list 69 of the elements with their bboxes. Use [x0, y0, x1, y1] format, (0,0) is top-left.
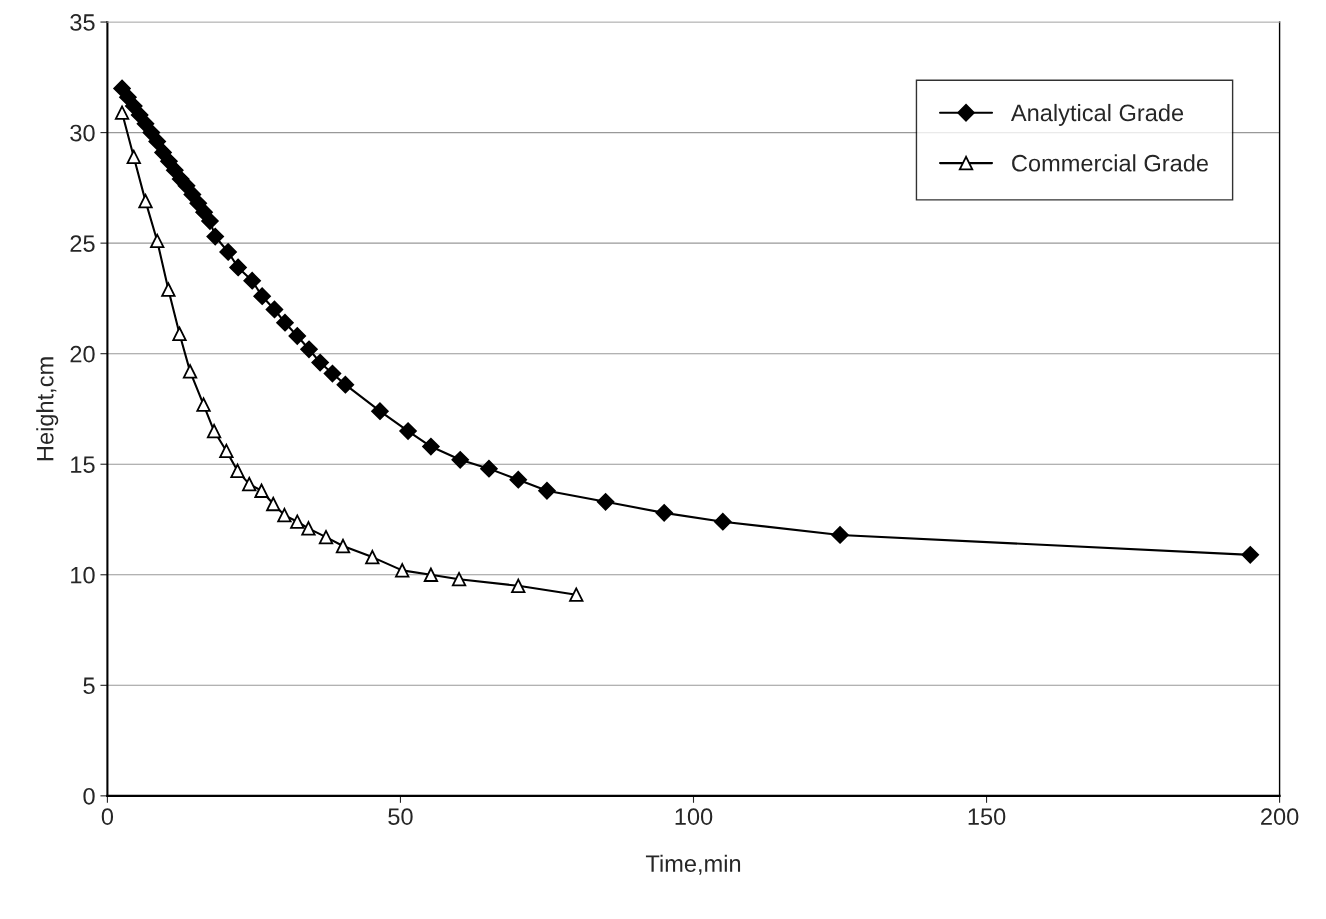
- x-tick-label: 50: [388, 808, 413, 825]
- point: [714, 512, 732, 531]
- point: [511, 578, 526, 593]
- point: [172, 326, 187, 341]
- point: [150, 233, 165, 249]
- y-axis-title: Height,cm: [36, 357, 59, 461]
- point: [451, 572, 467, 587]
- point: [254, 483, 269, 498]
- point: [318, 530, 334, 545]
- y-tick-label: 10: [71, 566, 95, 584]
- point: [335, 538, 351, 554]
- point: [395, 563, 410, 578]
- point: [300, 340, 318, 359]
- y-tick-label: 15: [71, 456, 95, 474]
- point: [288, 327, 307, 345]
- point: [114, 105, 130, 120]
- point: [242, 476, 257, 492]
- point: [161, 282, 176, 297]
- point: [276, 313, 294, 332]
- point: [148, 132, 166, 151]
- y-tick-label: 25: [70, 235, 95, 252]
- point: [365, 549, 380, 565]
- point: [290, 514, 305, 529]
- point: [182, 364, 198, 379]
- point: [230, 463, 245, 479]
- y-tick-label: 0: [83, 787, 95, 805]
- y-tick-label: 20: [70, 345, 95, 363]
- point: [399, 422, 417, 440]
- point: [371, 402, 389, 420]
- point: [480, 459, 498, 478]
- x-tick-label: 100: [675, 808, 713, 825]
- point: [265, 300, 284, 319]
- point: [196, 397, 211, 412]
- point: [229, 258, 247, 277]
- point: [183, 185, 202, 204]
- x-tick-label: 150: [968, 808, 1006, 825]
- point: [311, 353, 329, 372]
- point: [422, 437, 440, 456]
- point: [243, 271, 261, 290]
- y-tick-label: 5: [83, 677, 95, 695]
- x-axis-title: Time,min: [645, 854, 741, 875]
- y-tick-label: 35: [70, 14, 95, 31]
- point: [538, 481, 556, 500]
- point: [206, 227, 225, 246]
- point: [451, 451, 469, 469]
- x-tick-label: 200: [1261, 808, 1299, 825]
- point: [301, 521, 316, 536]
- point: [219, 443, 234, 459]
- point: [201, 212, 219, 230]
- point: [831, 526, 849, 544]
- legend-label: Commercial Grade: [1012, 154, 1208, 172]
- point: [126, 149, 141, 165]
- point: [219, 243, 237, 261]
- legend-label: Analytical Grade: [1010, 103, 1184, 126]
- x-tick-label: 0: [101, 808, 114, 825]
- point: [596, 493, 615, 511]
- point: [206, 423, 222, 439]
- point: [277, 507, 292, 523]
- point: [336, 375, 355, 394]
- point: [1241, 546, 1260, 564]
- point: [423, 567, 439, 582]
- point: [569, 587, 584, 602]
- y-tick-label: 30: [70, 124, 95, 142]
- point: [138, 193, 153, 209]
- point: [253, 287, 271, 305]
- point: [509, 470, 528, 489]
- point: [655, 504, 673, 522]
- point: [266, 496, 281, 512]
- point: [323, 364, 342, 383]
